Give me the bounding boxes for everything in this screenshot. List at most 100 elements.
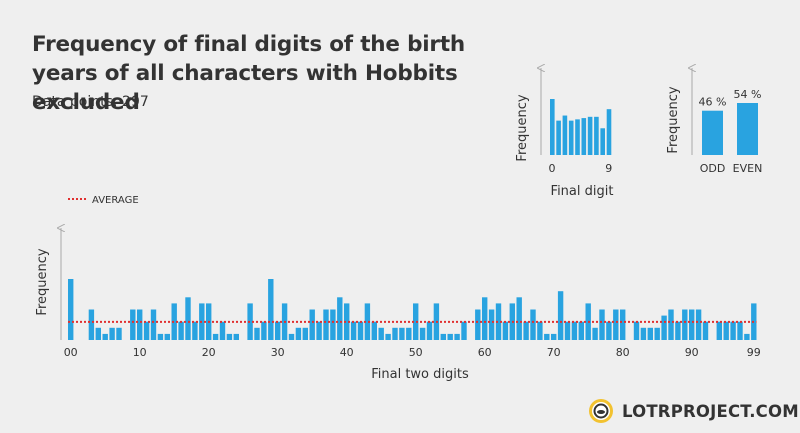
two-digit-bar xyxy=(102,333,108,340)
two-digit-tick-label: 30 xyxy=(271,346,285,359)
two-digit-bar xyxy=(143,321,150,340)
two-digit-bar xyxy=(564,321,571,340)
odd-even-data-label: 54 % xyxy=(734,88,762,101)
two-digit-bar xyxy=(212,333,219,340)
two-digit-bar xyxy=(171,303,177,340)
two-digit-bar xyxy=(537,321,543,340)
two-digit-bar xyxy=(702,321,709,340)
final-digit-bar xyxy=(606,109,612,155)
page-title: Frequency of final digits of the birth y… xyxy=(32,32,466,115)
two-digit-bar xyxy=(392,327,398,340)
odd-even-bar xyxy=(702,110,723,155)
two-digit-bar xyxy=(668,309,674,340)
two-digit-bar xyxy=(695,309,702,340)
final-digit-tick-label: 9 xyxy=(605,162,612,175)
two-digit-bar xyxy=(654,327,660,340)
two-digit-bar xyxy=(399,327,405,340)
two-digit-bar xyxy=(137,309,143,340)
two-digit-bar xyxy=(226,333,233,340)
two-digit-bar xyxy=(620,309,626,340)
two-digit-bar xyxy=(406,327,412,340)
two-digit-bar xyxy=(689,309,695,340)
two-digit-bar xyxy=(606,321,612,340)
two-digit-bar xyxy=(337,297,343,340)
two-digit-bar xyxy=(482,297,488,340)
two-digit-tick-label: 00 xyxy=(64,346,78,359)
two-digit-bar xyxy=(192,321,198,340)
final-digit-tick-label: 0 xyxy=(549,162,556,175)
two-digit-bar xyxy=(744,333,750,340)
two-digit-bar xyxy=(661,315,667,340)
odd-even-bar xyxy=(737,103,758,155)
two-digit-bar xyxy=(461,321,467,340)
two-digit-bar xyxy=(523,321,529,340)
two-digit-bar xyxy=(247,303,253,340)
odd-even-tick-label: ODD xyxy=(700,162,726,175)
two-digit-bar xyxy=(516,297,522,340)
two-digit-bar xyxy=(288,333,295,340)
two-digit-tick-label: 80 xyxy=(616,346,630,359)
two-digit-bar xyxy=(219,321,226,340)
two-digit-bar xyxy=(440,333,446,340)
brand-name: LOTRPROJECT.COM xyxy=(622,401,799,421)
two-digit-bar xyxy=(488,309,495,340)
two-digit-bar xyxy=(130,309,136,340)
final-digit-bar xyxy=(568,120,574,155)
two-digit-bar xyxy=(350,321,357,340)
two-digit-bar xyxy=(613,309,619,340)
two-digit-bar xyxy=(551,333,557,340)
two-digit-bar xyxy=(737,321,743,340)
two-digit-bar xyxy=(557,291,564,340)
two-digit-bar xyxy=(413,303,419,340)
two-digit-bar xyxy=(371,321,377,340)
two-digit-bar xyxy=(268,279,274,340)
two-digit-bar xyxy=(150,309,157,340)
two-digit-tick-label: 40 xyxy=(340,346,354,359)
two-digit-bar xyxy=(88,309,95,340)
two-digit-bar xyxy=(544,333,550,340)
two-digit-bar xyxy=(109,327,115,340)
data-points-count: Data points: 297 xyxy=(32,94,149,110)
two-digit-bar xyxy=(426,321,433,340)
two-digit-bar xyxy=(447,333,453,340)
two-digit-bar xyxy=(309,309,315,340)
two-digit-bar xyxy=(275,321,281,340)
two-digit-bar xyxy=(599,309,605,340)
odd-even-y-label: Frequency xyxy=(666,86,681,153)
two-digit-bar xyxy=(164,333,170,340)
two-digit-tick-label: 50 xyxy=(409,346,423,359)
legend-average-label: AVERAGE xyxy=(92,195,139,206)
final-digit-bar xyxy=(581,118,587,155)
two-digit-tick-label: 99 xyxy=(747,346,761,359)
two-digit-bar xyxy=(454,333,460,340)
final-digit-bar xyxy=(562,115,568,155)
two-digit-bar xyxy=(675,321,681,340)
two-digit-bar xyxy=(475,309,481,340)
two-digit-bar xyxy=(502,321,509,340)
two-digit-tick-label: 70 xyxy=(547,346,561,359)
two-digit-bar xyxy=(633,321,640,340)
two-digit-bar xyxy=(357,321,364,340)
final-digit-bar xyxy=(575,119,580,155)
two-digit-bar xyxy=(385,333,391,340)
two-digit-bar xyxy=(730,321,736,340)
final-digit-bar xyxy=(550,99,555,155)
two-digit-bar xyxy=(364,303,371,340)
two-digit-bar xyxy=(302,327,308,340)
two-digit-bar xyxy=(378,327,384,340)
two-digit-bar xyxy=(330,309,336,340)
final-digit-y-label: Frequency xyxy=(515,94,530,161)
two-digit-bar xyxy=(571,321,578,340)
ring-logo-icon xyxy=(589,399,613,423)
final-digit-bar xyxy=(587,116,593,155)
two-digit-tick-label: 60 xyxy=(478,346,492,359)
final-digit-bar xyxy=(600,128,605,155)
two-digit-bar xyxy=(316,321,322,340)
brand-logo[interactable]: LOTRPROJECT.COM xyxy=(588,398,799,424)
two-digit-bar xyxy=(723,321,729,340)
two-digit-bar xyxy=(578,321,584,340)
two-digit-bar xyxy=(344,303,350,340)
final-digit-x-label: Final digit xyxy=(551,184,614,199)
